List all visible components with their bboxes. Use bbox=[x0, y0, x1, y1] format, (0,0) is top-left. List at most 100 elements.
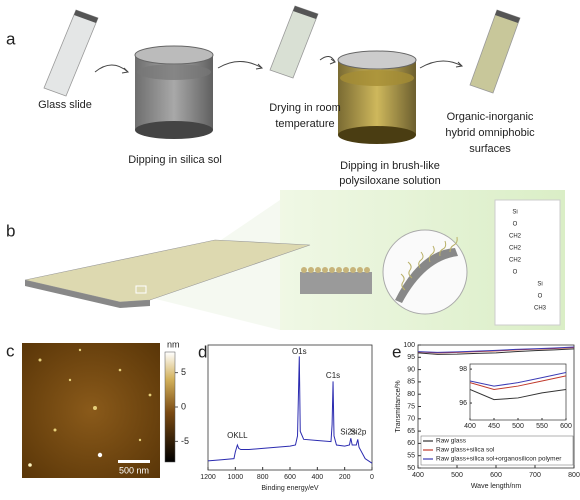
inset-y-tick-label: 98 bbox=[459, 366, 467, 373]
glass-slide bbox=[43, 9, 99, 97]
inset-x-tick-label: 550 bbox=[536, 423, 548, 430]
inset-x-tick-label: 400 bbox=[464, 423, 476, 430]
y-axis-label: Transmittance/% bbox=[395, 380, 402, 432]
colorbar-unit: nm bbox=[167, 339, 180, 349]
legend-box bbox=[420, 435, 574, 466]
y-tick-label: 70 bbox=[407, 416, 415, 423]
y-tick-label: 50 bbox=[407, 465, 415, 472]
zoom-circle bbox=[382, 229, 468, 315]
data-line bbox=[418, 348, 574, 355]
step-label: polysiloxane solution bbox=[339, 175, 441, 187]
colorbar bbox=[164, 351, 176, 463]
panel-label: b bbox=[6, 221, 15, 240]
y-tick-label: 100 bbox=[403, 342, 415, 349]
brush-chains bbox=[400, 236, 458, 291]
colorbar-tick-label: 0 bbox=[181, 401, 186, 411]
atom-label: Si bbox=[512, 210, 517, 216]
step-label: Dipping in silica sol bbox=[128, 154, 222, 166]
inset-x-tick-label: 600 bbox=[560, 423, 572, 430]
chart: d 1200 1000 800 600 400 200 0 Binding energy/eV O… bbox=[198, 342, 374, 491]
inset-line bbox=[470, 375, 566, 390]
hybrid-slide bbox=[469, 9, 521, 94]
legend-label: Raw glass bbox=[436, 438, 467, 445]
x-tick-label: 500 bbox=[451, 472, 463, 479]
colorbar-tick-label: 5 bbox=[181, 367, 186, 377]
atom-label: CH2 bbox=[509, 258, 522, 264]
plot-frame bbox=[207, 344, 373, 471]
structure-box bbox=[494, 199, 561, 326]
x-tick-label: 200 bbox=[339, 474, 351, 481]
peak-label: OKLL bbox=[227, 431, 248, 440]
slide-edge bbox=[293, 6, 318, 19]
structure: Si O CH2 CH2 CH2 O Si O CH3 bbox=[509, 210, 547, 312]
atom-label: CH2 bbox=[509, 246, 522, 252]
step-label: temperature bbox=[275, 118, 334, 130]
x-axis-label: Binding energy/eV bbox=[261, 485, 319, 492]
legend-label: Raw glass+silica sol+organosilicon polym… bbox=[436, 456, 562, 463]
x-tick-label: 600 bbox=[284, 474, 296, 481]
x-tick-label: 1200 bbox=[200, 474, 216, 481]
beaker bbox=[134, 45, 214, 139]
x-tick-label: 800 bbox=[568, 472, 580, 479]
panel-label: d bbox=[198, 342, 207, 361]
y-tick-label: 55 bbox=[407, 453, 415, 460]
x-tick-label: 800 bbox=[257, 474, 269, 481]
slide-edge bbox=[495, 10, 520, 23]
x-tick-label: 400 bbox=[412, 472, 424, 479]
y-tick-label: 65 bbox=[407, 428, 415, 435]
peak-label: C1s bbox=[326, 371, 340, 380]
beaker bbox=[337, 50, 417, 144]
panel-label: e bbox=[392, 342, 401, 361]
atom-label: O bbox=[513, 222, 518, 228]
panel-label: c bbox=[6, 341, 15, 360]
data-line bbox=[207, 356, 373, 464]
inset-line bbox=[470, 371, 566, 387]
y-tick-label: 60 bbox=[407, 440, 415, 447]
y-tick-label: 95 bbox=[407, 354, 415, 361]
legend-label: Raw glass+silica sol bbox=[436, 447, 495, 454]
atom-label: CH2 bbox=[509, 234, 522, 240]
x-tick-label: 600 bbox=[490, 472, 502, 479]
step-label: hybrid omniphobic bbox=[445, 127, 535, 139]
y-tick-label: 75 bbox=[407, 403, 415, 410]
atom-label: O bbox=[513, 270, 518, 276]
inset-line bbox=[470, 388, 566, 401]
scale-bar bbox=[118, 460, 150, 463]
particle-surface bbox=[395, 248, 458, 303]
substrate bbox=[300, 272, 372, 294]
x-tick-label: 700 bbox=[529, 472, 541, 479]
particles bbox=[301, 267, 370, 273]
glass-edge bbox=[25, 280, 150, 308]
step-label: Drying in room bbox=[269, 102, 341, 114]
inset-frame bbox=[469, 363, 567, 421]
atom-label: CH3 bbox=[534, 306, 547, 312]
chart: e 400 500 600 700 800 50 55 60 65 70 75 80 85 90 95 100 W… bbox=[392, 342, 580, 490]
arrows bbox=[94, 56, 464, 74]
inset-x-tick-label: 450 bbox=[488, 423, 500, 430]
step-label: Organic-inorganic bbox=[447, 111, 534, 123]
x-tick-label: 400 bbox=[311, 474, 323, 481]
atom-label: Si bbox=[537, 282, 542, 288]
x-axis-label: Wave length/nm bbox=[471, 483, 521, 490]
schematic: a Glass slide Dipping in silica sol Dryi… bbox=[6, 5, 565, 330]
panel-label: a bbox=[6, 29, 16, 48]
afm-panel: c 500 nm nm bbox=[6, 339, 180, 478]
slide-edge bbox=[74, 10, 98, 23]
inset-y-tick-label: 96 bbox=[459, 400, 467, 407]
colorbar-tick-label: -5 bbox=[181, 436, 189, 446]
step-label: surfaces bbox=[469, 143, 511, 155]
data-line bbox=[418, 346, 574, 353]
y-tick-label: 90 bbox=[407, 366, 415, 373]
peak-label: O1s bbox=[292, 347, 307, 356]
step-label: Dipping in brush-like bbox=[340, 160, 440, 172]
zoom-box bbox=[135, 285, 147, 294]
y-tick-label: 85 bbox=[407, 379, 415, 386]
afm-image bbox=[22, 343, 160, 478]
peak-label: Si2p bbox=[350, 428, 367, 437]
afm-features bbox=[28, 348, 152, 467]
inset-x-tick-label: 500 bbox=[512, 423, 524, 430]
atom-label: O bbox=[538, 294, 543, 300]
y-tick-label: 80 bbox=[407, 391, 415, 398]
peak-label: Si2s bbox=[340, 428, 356, 437]
